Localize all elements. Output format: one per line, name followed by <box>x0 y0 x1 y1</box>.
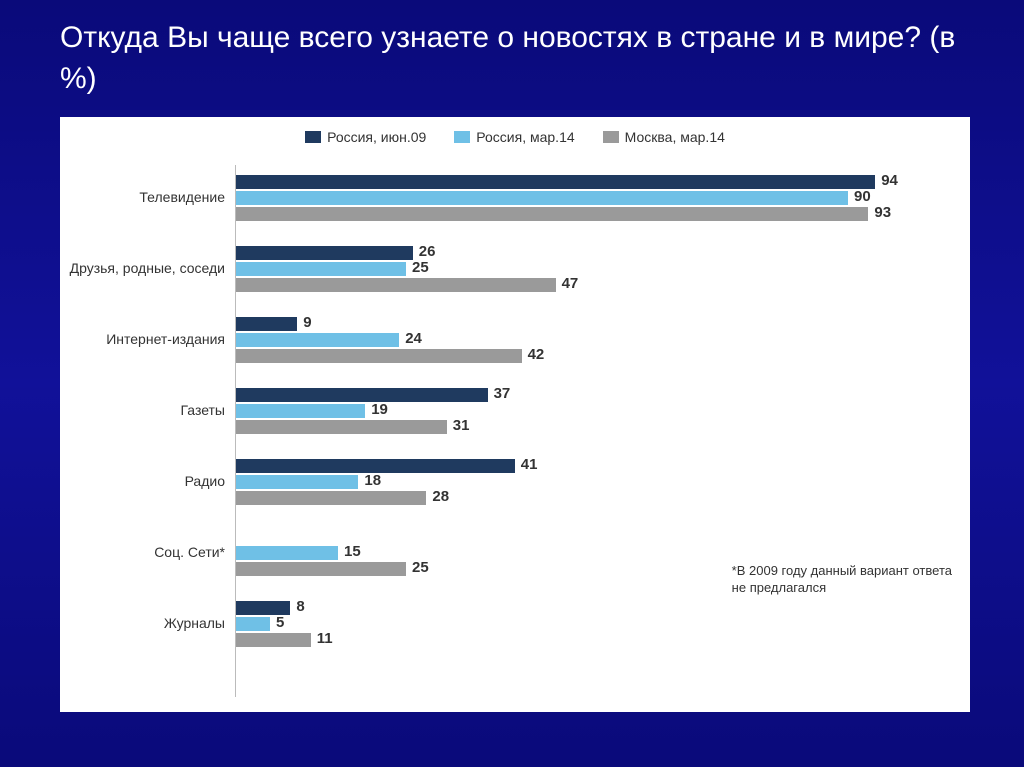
value-label: 94 <box>881 172 898 189</box>
value-label: 93 <box>874 204 891 221</box>
chart-legend: Россия, июн.09 Россия, мар.14 Москва, ма… <box>60 117 970 151</box>
bar <box>236 262 406 276</box>
bar <box>236 617 270 631</box>
bar <box>236 562 406 576</box>
bar <box>236 633 311 647</box>
category-label: Интернет-издания <box>65 331 225 347</box>
value-label: 25 <box>412 559 429 576</box>
value-label: 37 <box>494 385 511 402</box>
bar <box>236 546 338 560</box>
bar <box>236 191 848 205</box>
value-label: 47 <box>562 275 579 292</box>
value-label: 18 <box>364 472 381 489</box>
value-label: 24 <box>405 330 422 347</box>
value-label: 41 <box>521 456 538 473</box>
value-label: 42 <box>528 346 545 363</box>
value-label: 25 <box>412 259 429 276</box>
bar <box>236 475 358 489</box>
slide-title: Откуда Вы чаще всего узнаете о новостях … <box>60 18 984 99</box>
category-label: Друзья, родные, соседи <box>65 260 225 276</box>
category-label: Газеты <box>65 402 225 418</box>
legend-item-0: Россия, июн.09 <box>305 129 426 145</box>
slide: Откуда Вы чаще всего узнаете о новостях … <box>0 0 1024 767</box>
category-label: Телевидение <box>65 189 225 205</box>
value-label: 15 <box>344 543 361 560</box>
value-label: 31 <box>453 417 470 434</box>
bar <box>236 333 399 347</box>
footnote-line1: *В 2009 году данный вариант ответа <box>732 563 952 580</box>
chart-footnote: *В 2009 году данный вариант ответа не пр… <box>732 563 952 597</box>
value-label: 90 <box>854 188 871 205</box>
bar <box>236 246 413 260</box>
legend-swatch-0 <box>305 131 321 143</box>
bar <box>236 459 515 473</box>
legend-item-2: Москва, мар.14 <box>603 129 725 145</box>
legend-swatch-1 <box>454 131 470 143</box>
value-label: 19 <box>371 401 388 418</box>
bar <box>236 175 875 189</box>
chart-card: Россия, июн.09 Россия, мар.14 Москва, ма… <box>60 117 970 712</box>
bar <box>236 491 426 505</box>
legend-item-1: Россия, мар.14 <box>454 129 574 145</box>
category-label: Журналы <box>65 615 225 631</box>
legend-label-1: Россия, мар.14 <box>476 129 574 145</box>
value-label: 9 <box>303 314 311 331</box>
bar <box>236 420 447 434</box>
value-label: 26 <box>419 243 436 260</box>
bar <box>236 601 290 615</box>
value-label: 11 <box>317 630 333 647</box>
value-label: 28 <box>432 488 449 505</box>
legend-label-2: Москва, мар.14 <box>625 129 725 145</box>
bar <box>236 349 522 363</box>
legend-swatch-2 <box>603 131 619 143</box>
value-label: 5 <box>276 614 284 631</box>
bar <box>236 278 556 292</box>
chart-plot: Телевидение 94 9093 Друзья, родные, соседи 2… <box>60 157 970 712</box>
bar <box>236 404 365 418</box>
value-label: 8 <box>296 598 304 615</box>
bar <box>236 207 868 221</box>
legend-label-0: Россия, июн.09 <box>327 129 426 145</box>
footnote-line2: не предлагался <box>732 580 952 597</box>
category-label: Радио <box>65 473 225 489</box>
bar <box>236 388 488 402</box>
bar <box>236 317 297 331</box>
category-label: Соц. Сети* <box>65 544 225 560</box>
